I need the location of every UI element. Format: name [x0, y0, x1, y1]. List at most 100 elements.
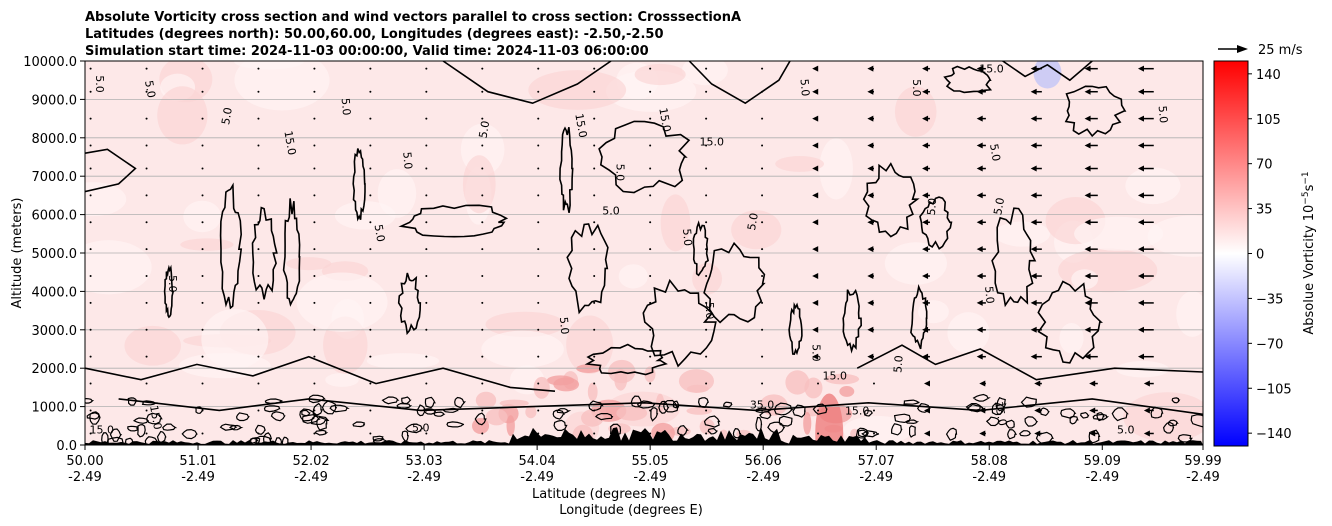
wind-vector-head: [979, 380, 986, 387]
contour-label: 5.0: [987, 143, 1003, 162]
low-level-contour: [916, 403, 931, 413]
wind-vector-head: [1084, 165, 1091, 172]
low-level-contour: [372, 435, 385, 442]
vorticity-patch: [1147, 215, 1203, 257]
wind-vector: [257, 301, 260, 304]
wind-vector: [537, 328, 540, 331]
low-level-contour: [312, 402, 324, 416]
wind-vector: [425, 301, 428, 304]
wind-vector: [537, 90, 540, 93]
low-level-contour: [162, 423, 178, 431]
vorticity-patch: [1071, 269, 1099, 290]
x-axis-ticks: 50.00-2.4951.01-2.4952.02-2.4953.03-2.49…: [66, 445, 1222, 485]
wind-vector: [145, 328, 148, 331]
vorticity-patch: [775, 155, 824, 172]
wind-vector: [257, 409, 260, 412]
vorticity-patch: [819, 138, 853, 200]
wind-vector: [761, 144, 764, 147]
wind-vector: [705, 382, 708, 385]
contour-label: 5.0: [339, 97, 353, 116]
low-level-contour: [1024, 416, 1039, 427]
wind-vector: [537, 167, 540, 170]
wind-vector-head: [976, 326, 983, 333]
wind-vector: [481, 117, 484, 120]
wind-vector: [145, 144, 148, 147]
wind-vector-head: [922, 65, 929, 72]
low-level-contour: [255, 435, 272, 445]
wind-vector-head: [867, 65, 874, 72]
wind-vector: [425, 144, 428, 147]
contour-line: [1037, 280, 1103, 364]
colorbar-tick-label: 0: [1256, 248, 1264, 263]
wind-vector: [537, 409, 540, 412]
wind-vector: [89, 117, 92, 120]
wind-vector-head: [976, 142, 983, 149]
y-tick-label: 6000.0: [32, 209, 78, 224]
wind-vector-head: [1137, 88, 1144, 95]
wind-vector-head: [812, 142, 819, 149]
wind-vector: [369, 167, 372, 170]
contour-line: [919, 196, 953, 250]
x-tick-label-lon: -2.49: [68, 470, 102, 485]
wind-vector: [817, 382, 820, 385]
low-level-contour: [1019, 430, 1032, 437]
wind-vector: [481, 221, 484, 224]
vorticity-patch-strong: [587, 382, 598, 402]
contour-line: [788, 301, 803, 356]
vorticity-patch: [157, 86, 208, 145]
low-level-contour: [588, 400, 604, 412]
vorticity-patch: [1176, 291, 1203, 337]
wind-vector: [537, 67, 540, 70]
contour-line: [1002, 61, 1093, 82]
terrain-contour-mass: [85, 427, 1203, 445]
wind-vector: [649, 117, 652, 120]
wind-vector-head: [1030, 219, 1037, 226]
wind-vector: [369, 328, 372, 331]
vorticity-patch: [286, 257, 332, 271]
vorticity-blotches: [85, 61, 1203, 445]
contour-line: [251, 206, 278, 300]
wind-vector: [705, 194, 708, 197]
vorticity-patch-strong: [506, 415, 515, 437]
wind-vector: [89, 432, 92, 435]
contour-label: 5.0: [371, 223, 387, 242]
wind-vector: [201, 67, 204, 70]
wind-vector-head: [1084, 353, 1091, 360]
colorbar-tick-label: −105: [1256, 382, 1292, 397]
wind-vector-head: [1089, 380, 1096, 387]
wind-vector: [649, 275, 652, 278]
low-level-contour: [778, 415, 793, 427]
wind-vector: [89, 248, 92, 251]
colorbar: 140 105 70 35 0 −35 −70 −105 −140 Absolue Vortic…: [1213, 60, 1317, 447]
vorticity-patch-strong: [656, 393, 665, 413]
wind-vector: [425, 409, 428, 412]
wind-vector: [201, 248, 204, 251]
wind-vector: [537, 144, 540, 147]
low-level-contour: [254, 424, 266, 435]
y-tick-label: 8000.0: [32, 132, 78, 147]
wind-vector-head: [923, 430, 930, 437]
wind-vector-head: [1143, 380, 1150, 387]
low-level-contour: [636, 400, 656, 409]
wind-vector: [537, 221, 540, 224]
wind-vector: [705, 67, 708, 70]
wind-vector: [425, 194, 428, 197]
wind-vector-head: [1084, 326, 1091, 333]
low-level-contour: [250, 437, 259, 444]
colorbar-tick-label: 140: [1256, 68, 1281, 83]
wind-vector-head: [979, 430, 986, 437]
x-tick-label-lat: 57.07: [858, 454, 895, 469]
wind-vector-head: [922, 142, 929, 149]
contour-label: 5.0: [910, 79, 923, 97]
wind-vector-head: [976, 273, 983, 280]
wind-vector: [481, 248, 484, 251]
low-level-contour: [314, 429, 329, 436]
wind-vector: [705, 144, 708, 147]
low-level-contour: [1162, 421, 1175, 434]
low-level-contour: [273, 437, 283, 445]
wind-vector: [257, 382, 260, 385]
low-level-contour: [474, 412, 487, 426]
low-level-contour: [703, 415, 721, 428]
wind-vector: [425, 221, 428, 224]
